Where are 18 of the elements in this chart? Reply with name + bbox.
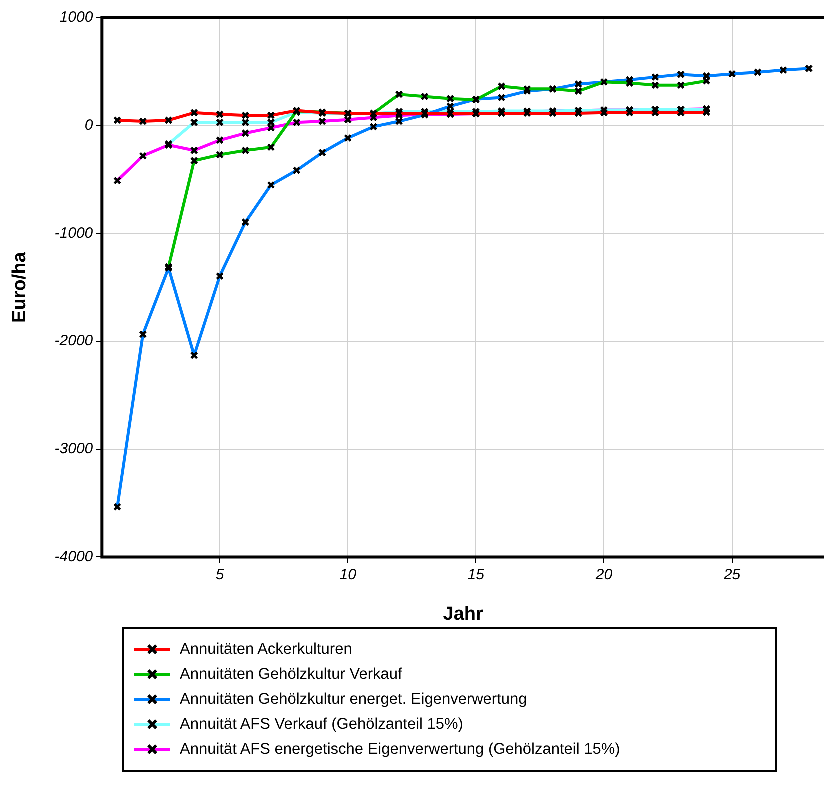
legend-label: Annuitäten Ackerkulturen [180, 640, 352, 658]
y-tick-label: -4000 [54, 548, 94, 566]
x-tick-label: 10 [340, 566, 358, 584]
legend-label: Annuitäten Gehölzkultur Verkauf [180, 666, 402, 684]
x-tick-label: 25 [722, 566, 742, 584]
legend-label: Annuität AFS Verkauf (Gehölzanteil 15%) [180, 716, 464, 734]
y-tick-label: 0 [84, 117, 94, 134]
y-tick-label: 1000 [60, 9, 94, 26]
y-tick-label: -2000 [54, 332, 94, 350]
y-axis-title: Euro/ha [10, 252, 31, 323]
legend-label: Annuität AFS energetische Eigenverwertung (Gehölzanteil 15%) [180, 740, 620, 758]
legend-label: Annuitäten Gehölzkultur energet. Eigenverwertung [180, 690, 528, 708]
x-tick-label: 15 [468, 566, 486, 584]
x-tick-label: 20 [594, 566, 614, 584]
y-tick-label: -1000 [54, 224, 94, 242]
x-tick-label: 5 [216, 566, 225, 584]
y-tick-label: -3000 [54, 440, 94, 458]
x-axis-title: Jahr [443, 604, 484, 625]
